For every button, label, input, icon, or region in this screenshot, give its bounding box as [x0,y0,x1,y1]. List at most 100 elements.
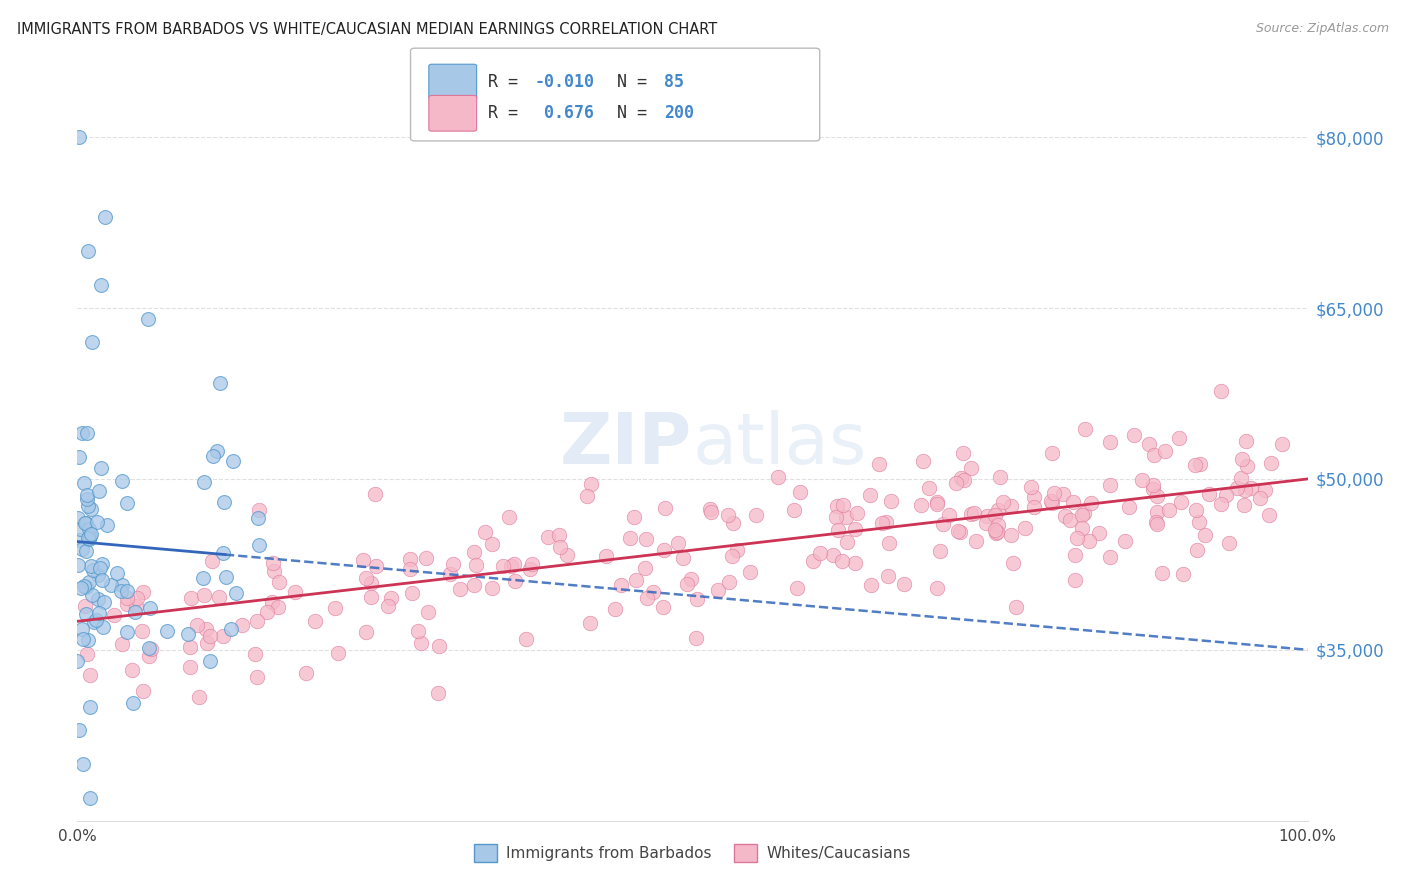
Point [225,585,247,599]
Point [205,443,228,458]
Point [502,558,524,572]
Point [75,516,97,530]
Point [110,584,132,599]
Point [492,559,515,574]
Point [427,639,450,653]
Point [69,522,91,536]
Point [262,556,284,570]
Point [499,558,522,573]
Point [89,483,111,498]
Point [67,450,90,464]
Point [416,605,439,619]
Point [364,487,387,501]
Point [481,537,503,551]
Point [1233,498,1256,512]
Point [1159,502,1181,516]
Point [193,588,215,602]
Text: -0.010: -0.010 [534,73,595,91]
Point [111,578,134,592]
Point [80,527,103,541]
Point [243,648,266,662]
Text: R =: R = [488,73,527,91]
Point [1063,573,1085,587]
Point [231,618,253,632]
Point [619,531,641,545]
Point [1144,515,1167,529]
Point [1123,428,1146,442]
Point [983,524,1005,538]
Point [73,579,96,593]
Point [89,560,111,574]
Point [634,560,657,574]
Point [1074,422,1097,436]
Point [1064,548,1087,562]
Point [76,491,98,506]
Point [681,573,703,587]
Point [70,425,93,440]
Point [912,454,935,468]
Point [925,582,948,596]
Point [1001,556,1024,570]
Point [1185,503,1208,517]
Point [1000,528,1022,542]
Point [115,591,138,606]
Point [575,489,598,503]
Point [1099,435,1122,450]
Point [193,475,215,489]
Point [449,582,471,597]
Point [1188,515,1211,529]
Point [789,485,811,500]
Point [72,756,94,771]
Point [1233,483,1256,497]
Text: ZIP: ZIP [560,410,693,479]
Point [284,584,307,599]
Point [929,544,952,558]
Point [844,556,866,570]
Point [67,130,90,145]
Point [834,509,856,524]
Point [699,505,721,519]
Point [859,578,882,592]
Point [1114,533,1136,548]
Point [94,210,117,224]
Point [82,562,104,576]
Point [1171,567,1194,582]
Point [1249,491,1271,505]
Point [269,575,291,590]
Point [595,549,617,563]
Point [953,473,976,487]
Point [1014,520,1036,534]
Point [685,632,707,646]
Point [138,640,160,655]
Point [643,585,665,599]
Point [603,602,626,616]
Text: R =: R = [488,104,527,122]
Point [808,546,831,560]
Point [1000,499,1022,513]
Point [786,582,808,596]
Point [70,582,93,596]
Point [191,571,214,585]
Point [111,637,134,651]
Point [960,508,983,522]
Point [503,574,526,588]
Point [256,605,278,619]
Point [498,510,520,524]
Point [139,600,162,615]
Point [832,498,855,512]
Point [835,534,858,549]
Point [83,615,105,630]
Point [84,613,107,627]
Point [983,508,1005,522]
Point [948,524,970,538]
Text: N =: N = [617,104,657,122]
Point [463,545,485,559]
Point [87,567,110,582]
Point [353,553,375,567]
Point [262,595,284,609]
Point [156,624,179,639]
Point [987,502,1010,516]
Point [247,503,270,517]
Point [1146,516,1168,531]
Text: 200: 200 [664,104,693,122]
